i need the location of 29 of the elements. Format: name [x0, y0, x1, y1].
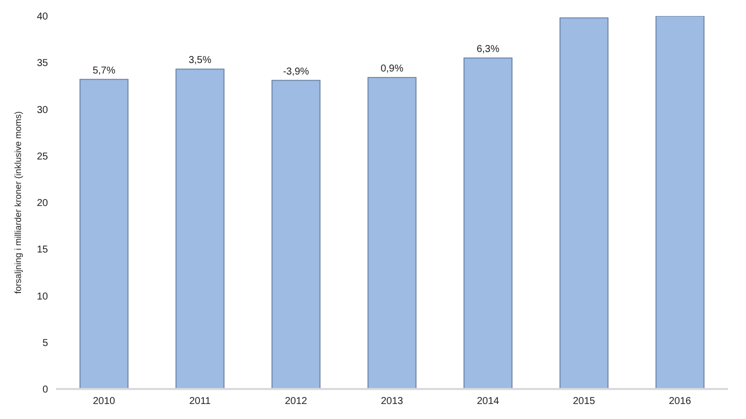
annotation: 0,9% [380, 64, 404, 75]
annotation: 3,5% [188, 55, 212, 66]
y-tick-label: 15 [36, 244, 48, 256]
y-tick-label: 25 [36, 151, 48, 162]
y-tick-label: 40 [36, 12, 48, 23]
x-tick-label: 2012 [284, 396, 308, 408]
annotation: 5,7% [92, 65, 116, 76]
bar [560, 17, 608, 389]
y-tick-label: 20 [36, 198, 48, 210]
y-tick-label: 35 [36, 58, 48, 70]
bar [656, 16, 704, 389]
bar [80, 78, 128, 389]
bar [464, 57, 512, 389]
y-tick-label: 30 [36, 104, 48, 116]
bar [368, 77, 416, 389]
annotation: 6,3% [476, 44, 500, 55]
y-tick-label: 10 [36, 291, 48, 302]
y-tick-label: 5 [42, 338, 48, 349]
annotation: -3,9% [282, 66, 310, 78]
x-tick-label: 2010 [92, 396, 116, 408]
y-tick-label: 0 [42, 384, 48, 396]
x-tick-label: 2015 [572, 396, 596, 408]
x-tick-label: 2014 [476, 396, 500, 408]
x-tick-label: 2013 [380, 396, 404, 408]
bar [176, 68, 224, 389]
y-axis-title: forsaljning i milliarder kroner (inklusive moms) [13, 111, 24, 294]
x-tick-label: 2011 [189, 396, 212, 408]
x-tick-label: 2016 [668, 396, 692, 408]
bar [272, 80, 320, 389]
